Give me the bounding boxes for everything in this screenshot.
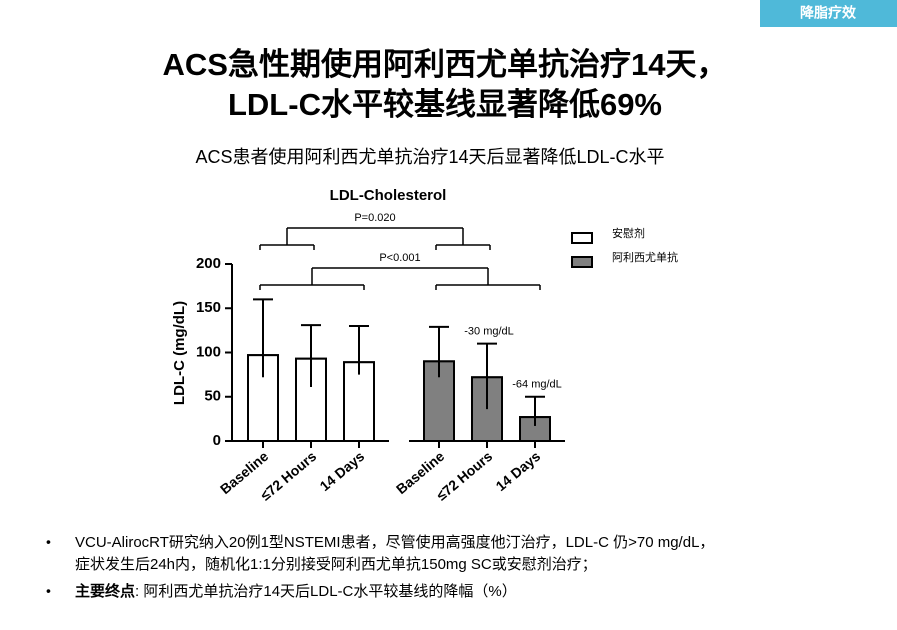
y-tick-label: 50 bbox=[204, 388, 221, 405]
y-tick-label: 100 bbox=[196, 343, 221, 360]
x-tick-label: 14 Days bbox=[316, 448, 367, 494]
tag: 降脂疗效 bbox=[800, 5, 857, 21]
bullet-dot: • bbox=[46, 583, 51, 599]
subtitle: ACS患者使用阿利西尤单抗治疗14天后显著降低LDL-C水平 bbox=[195, 147, 664, 167]
x-tick-label: 14 Days bbox=[492, 448, 543, 494]
p-value: P<0.001 bbox=[379, 252, 420, 264]
legend-swatch bbox=[571, 256, 593, 268]
chart-title: LDL-Cholesterol bbox=[330, 187, 447, 204]
title-line: ACS急性期使用阿利西尤单抗治疗14天， bbox=[163, 47, 728, 82]
annotation: -30 mg/dL bbox=[464, 326, 514, 338]
bullet-text: 主要终点: 阿利西尤单抗治疗14天后LDL-C水平较基线的降幅（%） bbox=[75, 582, 517, 600]
annotation: -64 mg/dL bbox=[512, 379, 562, 391]
bullet-text: 症状发生后24h内，随机化1:1分别接受阿利西尤单抗150mg SC或安慰剂治疗… bbox=[75, 555, 597, 573]
bullet-label: 主要终点 bbox=[75, 582, 135, 600]
y-tick-label: 150 bbox=[196, 299, 221, 316]
p-value: P=0.020 bbox=[354, 212, 395, 224]
legend-label: 阿利西尤单抗 bbox=[612, 250, 678, 264]
bullet-body: : 阿利西尤单抗治疗14天后LDL-C水平较基线的降幅（%） bbox=[135, 582, 517, 600]
bullet-text: VCU-AlirocRT研究纳入20例1型NSTEMI患者，尽管使用高强度他汀治… bbox=[75, 534, 714, 551]
y-tick-label: 0 bbox=[213, 432, 221, 449]
legend-swatch bbox=[571, 232, 593, 244]
title-line: LDL-C水平较基线显著降低69% bbox=[228, 87, 662, 122]
tag-box bbox=[760, 0, 897, 27]
y-tick-label: 200 bbox=[196, 255, 221, 272]
y-axis-label: LDL-C (mg/dL) bbox=[171, 301, 188, 405]
legend-label: 安慰剂 bbox=[612, 226, 645, 240]
bullet-dot: • bbox=[46, 534, 51, 550]
